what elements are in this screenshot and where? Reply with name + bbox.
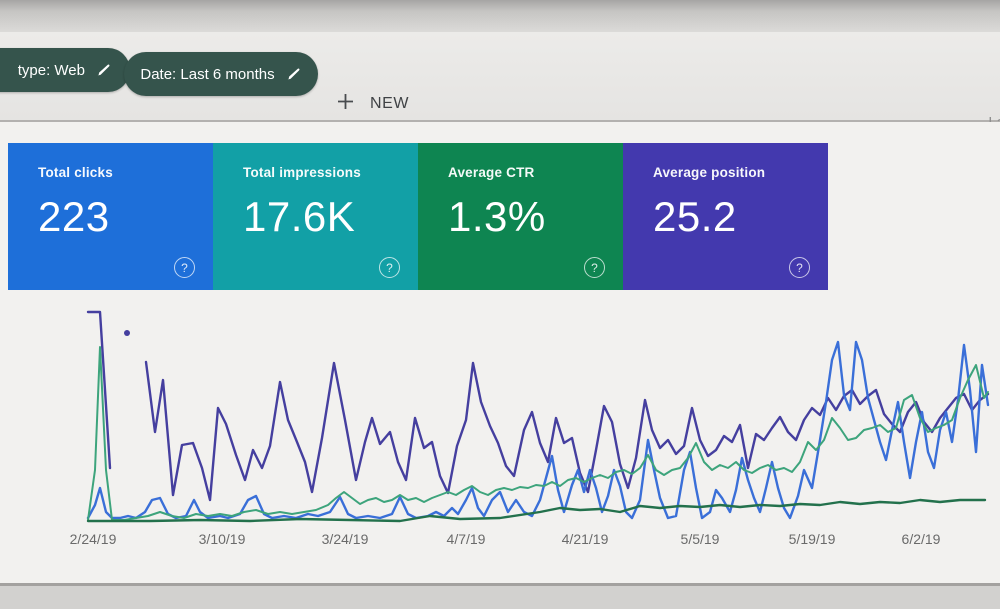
screen-bottom-chrome <box>0 586 1000 609</box>
metric-value: 17.6K <box>243 193 356 240</box>
x-axis-label: 3/24/19 <box>321 531 369 547</box>
help-icon[interactable]: ? <box>379 257 400 278</box>
pencil-icon[interactable] <box>96 62 112 78</box>
new-button-label: NEW <box>370 95 410 112</box>
x-axis-label: 4/7/19 <box>446 531 486 547</box>
filter-chip-date[interactable]: Date: Last 6 months <box>124 52 318 96</box>
x-axis-label: 3/10/19 <box>198 531 246 547</box>
metric-value: 1.3% <box>448 193 546 240</box>
metric-card-total-clicks[interactable]: Total clicks 223 ? <box>8 143 213 290</box>
x-axis-label: 6/2/19 <box>901 531 941 547</box>
filter-chip-search-type[interactable]: type: Web <box>0 48 130 92</box>
metric-card-average-ctr[interactable]: Average CTR 1.3% ? <box>418 143 623 290</box>
metric-label: Total impressions <box>243 165 361 180</box>
filter-chip-label: type: Web <box>17 61 85 79</box>
metric-label: Total clicks <box>38 165 113 180</box>
filter-toolbar: type: Web Date: Last 6 months NEW La <box>0 32 1000 131</box>
help-icon[interactable]: ? <box>789 257 810 278</box>
metric-card-average-position[interactable]: Average position 25.2 ? <box>623 143 828 290</box>
metric-value: 25.2 <box>653 193 737 240</box>
x-axis-label: 4/21/19 <box>561 531 609 547</box>
metric-label: Average position <box>653 165 766 180</box>
metric-cards-row: Total clicks 223 ? Total impressions 17.… <box>8 143 828 290</box>
metric-label: Average CTR <box>448 165 535 180</box>
x-axis-label: 5/5/19 <box>680 531 720 547</box>
pencil-icon[interactable] <box>286 66 302 82</box>
metric-value: 223 <box>38 193 110 240</box>
new-filter-button[interactable]: NEW <box>336 92 409 116</box>
x-axis-label: 2/24/19 <box>69 531 117 547</box>
help-icon[interactable]: ? <box>584 257 605 278</box>
metric-card-total-impressions[interactable]: Total impressions 17.6K ? <box>213 143 418 290</box>
help-icon[interactable]: ? <box>174 257 195 278</box>
plus-icon <box>336 92 355 116</box>
filter-chip-label: Date: Last 6 months <box>140 65 275 83</box>
screen-top-chrome <box>0 0 1000 32</box>
x-axis-label: 5/19/19 <box>788 531 836 547</box>
